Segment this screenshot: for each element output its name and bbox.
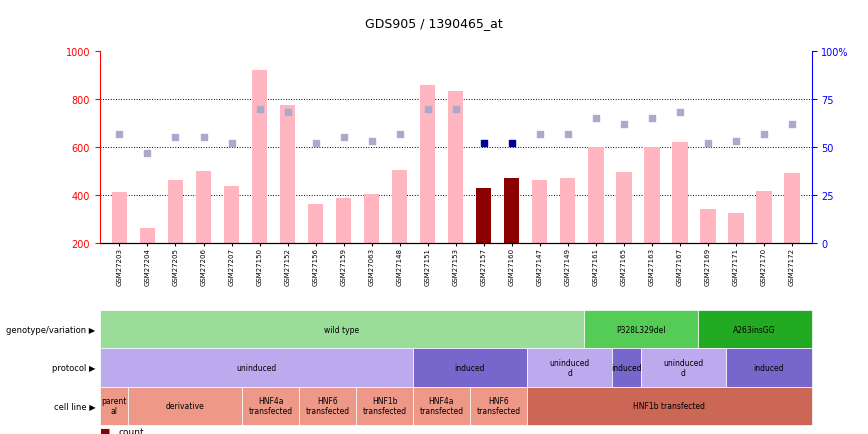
Point	[309, 140, 323, 147]
Bar	[532, 181, 548, 243]
Text: protocol ▶: protocol ▶	[52, 363, 95, 372]
Text: uninduced: uninduced	[236, 363, 277, 372]
Point	[280, 110, 294, 117]
Text: HNF6
transfected: HNF6 transfected	[477, 396, 521, 415]
Text: wild type: wild type	[325, 325, 359, 334]
Point	[561, 131, 575, 138]
Point	[701, 140, 715, 147]
Bar	[140, 229, 155, 243]
Point	[673, 110, 687, 117]
Bar	[616, 173, 632, 243]
Point	[757, 131, 771, 138]
Bar	[420, 85, 436, 243]
Text: P328L329del: P328L329del	[616, 325, 666, 334]
Point	[113, 131, 127, 138]
Bar	[392, 170, 407, 243]
Bar	[560, 179, 575, 243]
Point	[253, 106, 266, 113]
Bar	[504, 179, 519, 243]
Text: uninduced
d: uninduced d	[663, 358, 704, 377]
Point	[533, 131, 547, 138]
Text: genotype/variation ▶: genotype/variation ▶	[6, 325, 95, 334]
Bar	[589, 148, 603, 243]
Point	[505, 140, 519, 147]
Point	[421, 106, 435, 113]
Text: GDS905 / 1390465_at: GDS905 / 1390465_at	[365, 17, 503, 30]
Bar	[112, 193, 127, 243]
Bar	[756, 192, 772, 243]
Bar	[224, 187, 240, 243]
Point	[589, 115, 602, 122]
Text: derivative: derivative	[166, 401, 205, 410]
Bar	[168, 181, 183, 243]
Point	[168, 135, 182, 141]
Text: ■: ■	[100, 427, 110, 434]
Bar	[252, 71, 267, 243]
Text: uninduced
d: uninduced d	[549, 358, 589, 377]
Text: induced: induced	[611, 363, 641, 372]
Point	[645, 115, 659, 122]
Bar	[196, 171, 211, 243]
Point	[225, 140, 239, 147]
Bar	[448, 92, 464, 243]
Text: induced: induced	[753, 363, 784, 372]
Text: HNF1b
transfected: HNF1b transfected	[363, 396, 406, 415]
Bar	[336, 199, 352, 243]
Bar	[700, 210, 715, 243]
Text: HNF4a
transfected: HNF4a transfected	[248, 396, 293, 415]
Text: cell line ▶: cell line ▶	[54, 401, 95, 410]
Text: count: count	[119, 427, 145, 434]
Bar	[364, 194, 379, 243]
Bar	[279, 106, 295, 243]
Point	[141, 150, 155, 157]
Point	[785, 121, 799, 128]
Point	[337, 135, 351, 141]
Text: induced: induced	[455, 363, 485, 372]
Bar	[308, 205, 323, 243]
Text: HNF4a
transfected: HNF4a transfected	[419, 396, 464, 415]
Bar	[785, 174, 799, 243]
Bar	[476, 188, 491, 243]
Point	[477, 140, 490, 147]
Point	[196, 135, 210, 141]
Text: parent
al: parent al	[102, 396, 127, 415]
Point	[729, 138, 743, 145]
Bar	[644, 148, 660, 243]
Point	[365, 138, 378, 145]
Point	[617, 121, 631, 128]
Point	[449, 106, 463, 113]
Point	[392, 131, 406, 138]
Bar	[728, 213, 744, 243]
Text: HNF6
transfected: HNF6 transfected	[306, 396, 350, 415]
Text: HNF1b transfected: HNF1b transfected	[634, 401, 705, 410]
Bar	[672, 143, 687, 243]
Text: A263insGG: A263insGG	[733, 325, 776, 334]
